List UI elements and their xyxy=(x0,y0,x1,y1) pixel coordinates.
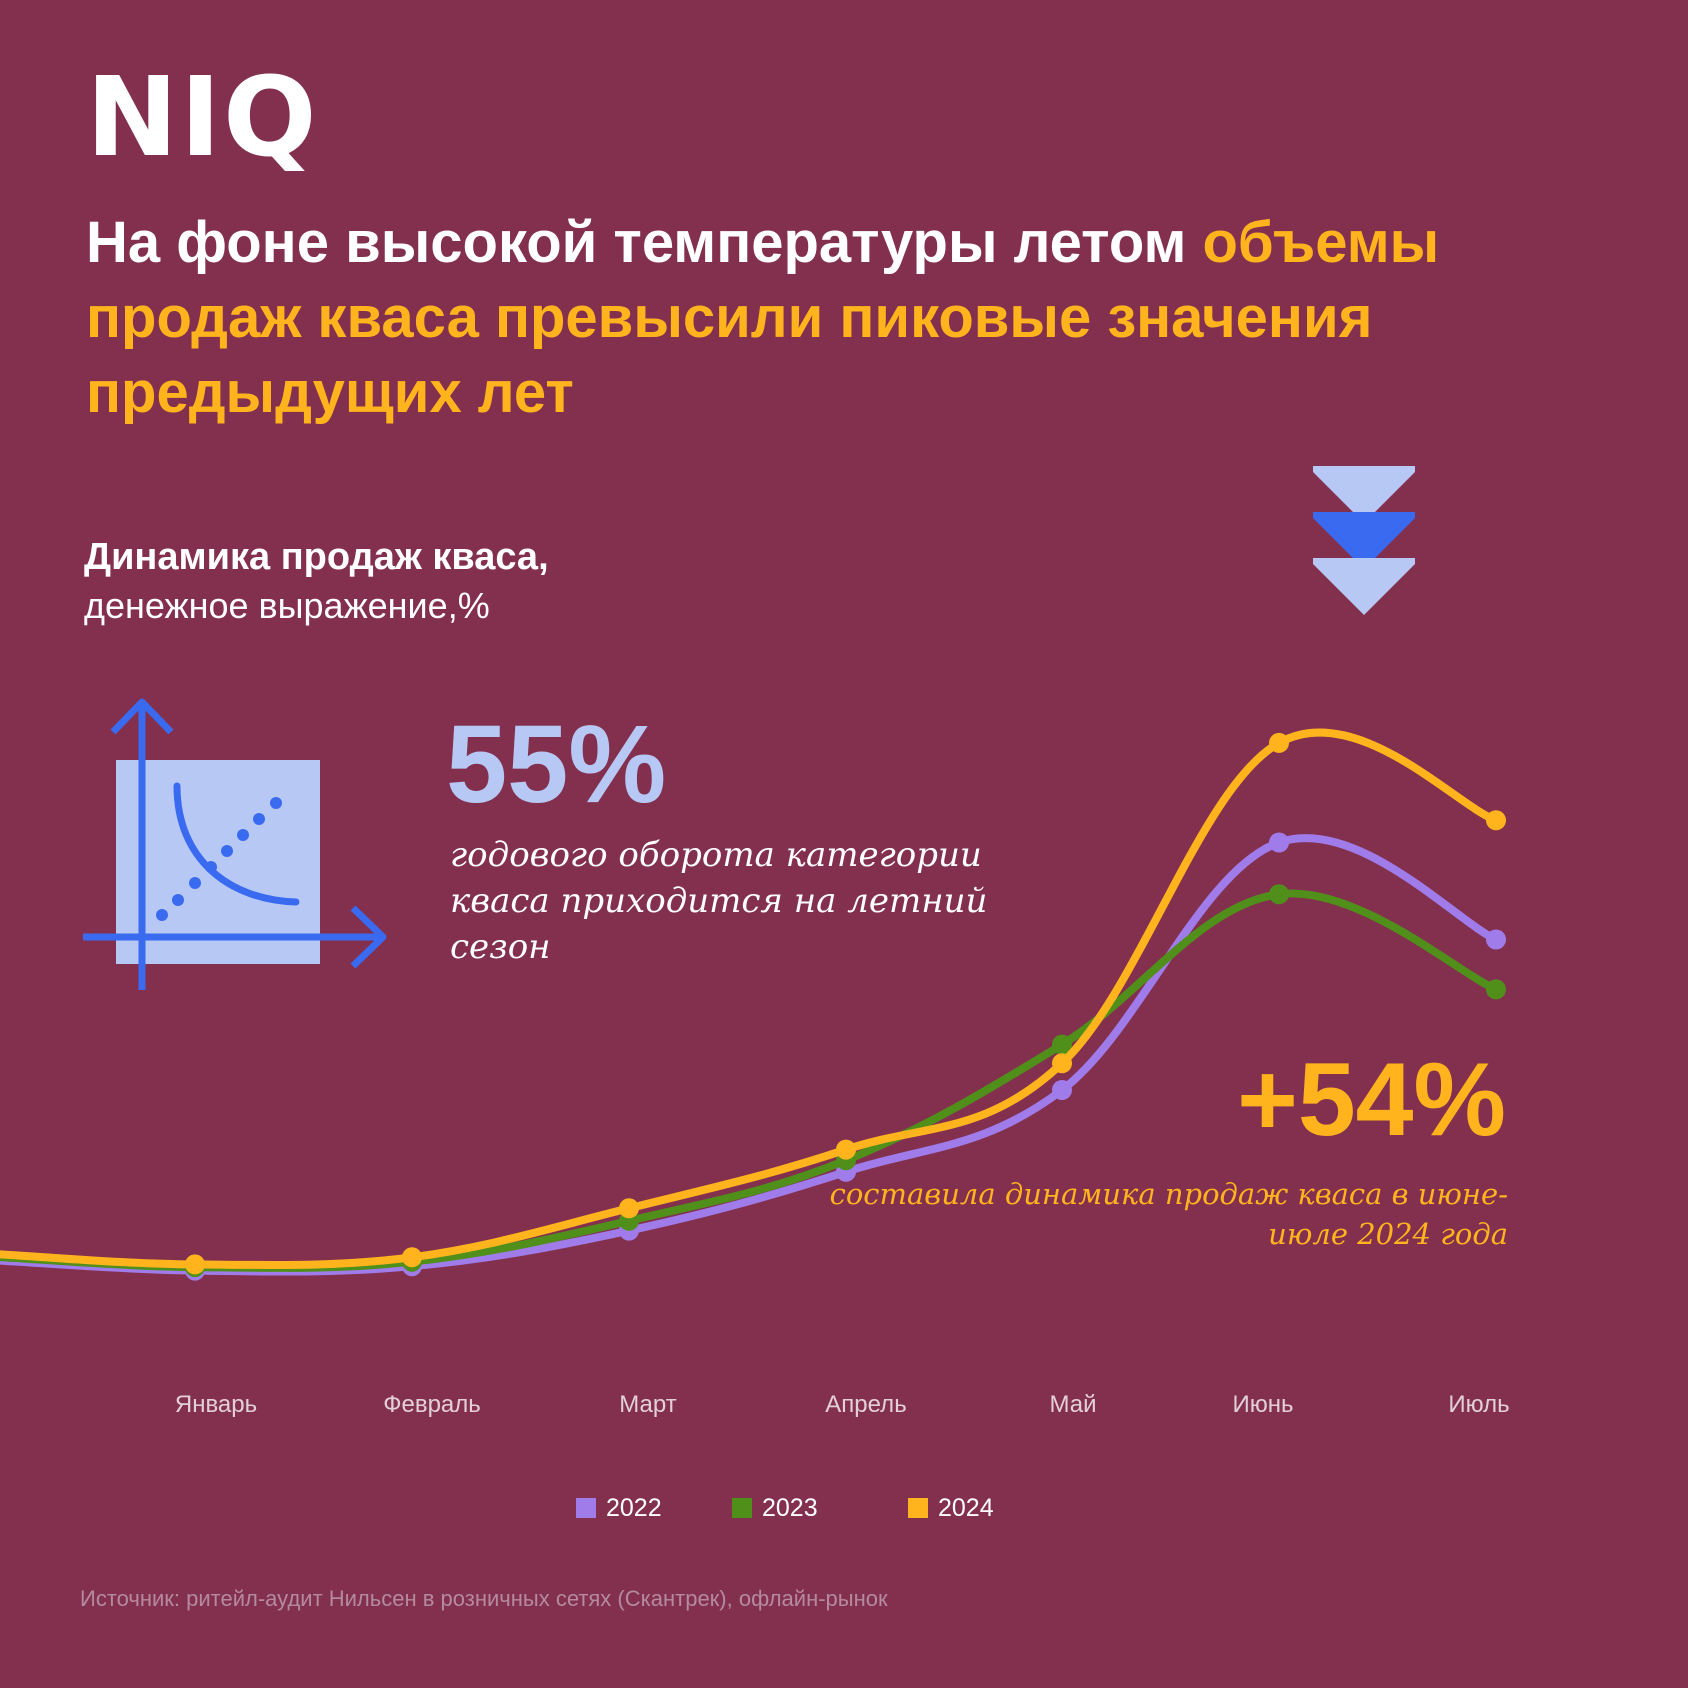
x-tick-label: Апрель xyxy=(825,1391,906,1418)
data-point-2024-Январь xyxy=(185,1254,205,1275)
data-point-2023-Июль xyxy=(1486,979,1506,1000)
data-point-2022-Июль xyxy=(1486,929,1506,950)
series-line-2024 xyxy=(0,728,1500,1270)
scatter-chart-icon xyxy=(83,698,387,990)
headline-highlight: объемы продаж кваса превысили пиковые зн… xyxy=(86,210,1440,425)
data-point-2024-Апрель xyxy=(836,1139,856,1160)
chevrons-down-icon xyxy=(1313,466,1415,615)
x-tick-label: Июнь xyxy=(1232,1391,1293,1418)
legend-item-2022: 2022 xyxy=(576,1490,662,1526)
legend-swatch xyxy=(576,1498,596,1518)
data-point-2023-Июнь xyxy=(1269,884,1289,905)
data-point-2024-Июль xyxy=(1486,810,1506,831)
data-point-2022-Июнь xyxy=(1269,832,1289,853)
legend-item-2024: 2024 xyxy=(908,1490,994,1526)
data-point-2024-Май xyxy=(1052,1053,1072,1074)
x-tick-label: Май xyxy=(1049,1391,1096,1418)
headline-white: На фоне высокой температуры летом xyxy=(86,210,1203,275)
stat-growth-text: составила динамика продаж кваса в июне-и… xyxy=(829,1177,1508,1251)
niq-logo: NIQ xyxy=(86,53,319,181)
x-tick-label: Июль xyxy=(1448,1391,1509,1418)
legend-swatch xyxy=(908,1498,928,1518)
data-point-2024-Июнь xyxy=(1269,732,1289,753)
legend-swatch xyxy=(732,1498,752,1518)
x-tick-label: Февраль xyxy=(383,1391,481,1418)
stat-summer-share-text: годового оборота категории кваса приходи… xyxy=(450,835,988,967)
data-point-2024-Февраль xyxy=(402,1247,422,1268)
chart-subtitle: денежное выражение,% xyxy=(84,585,490,626)
x-tick-label: Январь xyxy=(175,1391,257,1418)
chart-title: Динамика продаж кваса, xyxy=(84,536,549,578)
series-2024 xyxy=(0,728,1506,1275)
stat-summer-share-value: 55% xyxy=(446,703,667,826)
source-note: Источник: ритейл-аудит Нильсен в розничн… xyxy=(80,1586,888,1611)
legend-label: 2024 xyxy=(938,1493,994,1522)
data-point-2022-Май xyxy=(1052,1080,1072,1100)
chart-legend: 2022 2023 2024 xyxy=(0,1490,1688,1526)
headline: На фоне высокой температуры летом объемы… xyxy=(86,205,1626,430)
x-tick-label: Март xyxy=(619,1391,676,1418)
data-point-2024-Март xyxy=(619,1198,639,1219)
stat-growth-value: +54% xyxy=(1237,1042,1506,1158)
data-point-2023-Май xyxy=(1052,1034,1072,1055)
legend-label: 2022 xyxy=(606,1493,662,1522)
legend-item-2023: 2023 xyxy=(732,1490,818,1526)
legend-label: 2023 xyxy=(762,1493,818,1522)
